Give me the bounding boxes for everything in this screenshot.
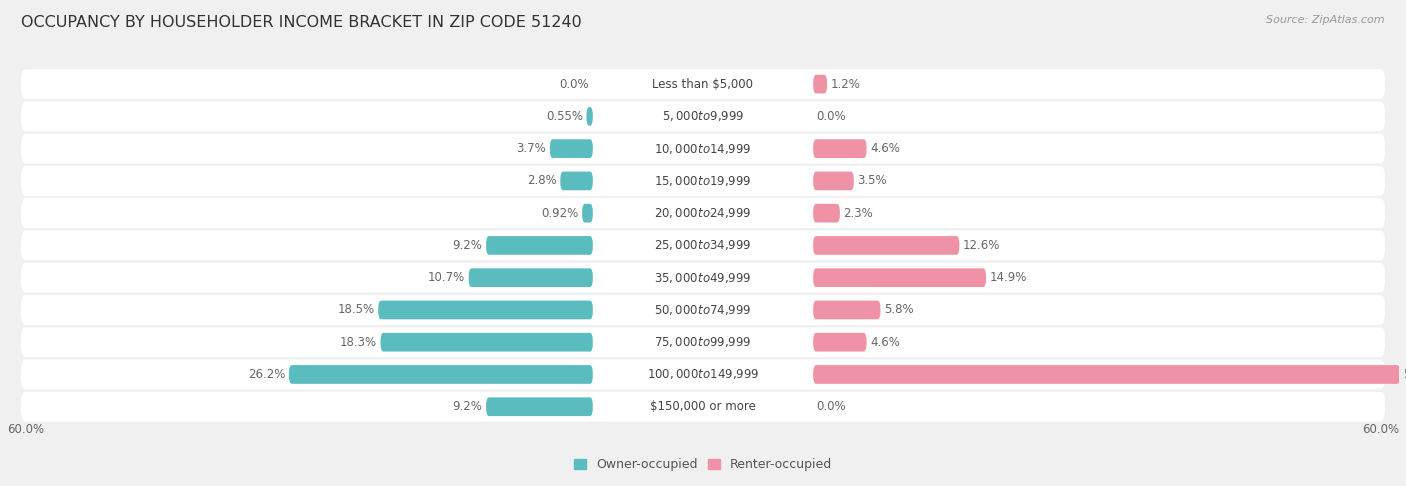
FancyBboxPatch shape [21, 198, 1385, 228]
Text: 3.7%: 3.7% [516, 142, 547, 155]
FancyBboxPatch shape [468, 268, 593, 287]
Text: Source: ZipAtlas.com: Source: ZipAtlas.com [1267, 15, 1385, 25]
Text: $75,000 to $99,999: $75,000 to $99,999 [654, 335, 752, 349]
FancyBboxPatch shape [486, 236, 593, 255]
FancyBboxPatch shape [21, 328, 1385, 357]
Text: 12.6%: 12.6% [963, 239, 1000, 252]
Text: $20,000 to $24,999: $20,000 to $24,999 [654, 206, 752, 220]
Text: OCCUPANCY BY HOUSEHOLDER INCOME BRACKET IN ZIP CODE 51240: OCCUPANCY BY HOUSEHOLDER INCOME BRACKET … [21, 15, 582, 30]
FancyBboxPatch shape [21, 392, 1385, 421]
FancyBboxPatch shape [561, 172, 593, 190]
Text: $50,000 to $74,999: $50,000 to $74,999 [654, 303, 752, 317]
FancyBboxPatch shape [21, 360, 1385, 389]
FancyBboxPatch shape [813, 365, 1400, 384]
Text: 9.2%: 9.2% [453, 239, 482, 252]
FancyBboxPatch shape [813, 75, 827, 93]
FancyBboxPatch shape [813, 301, 880, 319]
FancyBboxPatch shape [381, 333, 593, 351]
FancyBboxPatch shape [21, 230, 1385, 260]
Text: $5,000 to $9,999: $5,000 to $9,999 [662, 109, 744, 123]
FancyBboxPatch shape [599, 139, 807, 158]
Text: $15,000 to $19,999: $15,000 to $19,999 [654, 174, 752, 188]
Text: 9.2%: 9.2% [453, 400, 482, 413]
FancyBboxPatch shape [550, 139, 593, 158]
FancyBboxPatch shape [21, 102, 1385, 131]
FancyBboxPatch shape [21, 295, 1385, 325]
Text: 0.92%: 0.92% [541, 207, 579, 220]
Text: Less than $5,000: Less than $5,000 [652, 78, 754, 90]
Text: $25,000 to $34,999: $25,000 to $34,999 [654, 239, 752, 252]
FancyBboxPatch shape [599, 75, 807, 93]
FancyBboxPatch shape [599, 172, 807, 190]
Text: 0.55%: 0.55% [546, 110, 583, 123]
FancyBboxPatch shape [599, 107, 807, 126]
FancyBboxPatch shape [21, 263, 1385, 293]
Text: 3.5%: 3.5% [858, 174, 887, 188]
Legend: Owner-occupied, Renter-occupied: Owner-occupied, Renter-occupied [574, 458, 832, 471]
FancyBboxPatch shape [586, 107, 593, 126]
FancyBboxPatch shape [599, 398, 807, 416]
Text: 0.0%: 0.0% [817, 400, 846, 413]
Text: 60.0%: 60.0% [7, 423, 44, 436]
FancyBboxPatch shape [813, 236, 959, 255]
Text: 10.7%: 10.7% [427, 271, 465, 284]
Text: $150,000 or more: $150,000 or more [650, 400, 756, 413]
FancyBboxPatch shape [813, 139, 866, 158]
Text: 18.5%: 18.5% [337, 303, 375, 316]
Text: 50.6%: 50.6% [1403, 368, 1406, 381]
FancyBboxPatch shape [599, 236, 807, 255]
Text: 2.3%: 2.3% [844, 207, 873, 220]
FancyBboxPatch shape [599, 204, 807, 223]
Text: 4.6%: 4.6% [870, 336, 900, 349]
Text: 18.3%: 18.3% [340, 336, 377, 349]
Text: $100,000 to $149,999: $100,000 to $149,999 [647, 367, 759, 382]
Text: 4.6%: 4.6% [870, 142, 900, 155]
FancyBboxPatch shape [599, 301, 807, 319]
FancyBboxPatch shape [813, 204, 839, 223]
FancyBboxPatch shape [813, 333, 866, 351]
Text: 26.2%: 26.2% [247, 368, 285, 381]
FancyBboxPatch shape [582, 204, 593, 223]
Text: 60.0%: 60.0% [1362, 423, 1399, 436]
Text: $10,000 to $14,999: $10,000 to $14,999 [654, 141, 752, 156]
Text: 1.2%: 1.2% [831, 78, 860, 90]
FancyBboxPatch shape [378, 301, 593, 319]
FancyBboxPatch shape [21, 166, 1385, 196]
FancyBboxPatch shape [813, 172, 853, 190]
FancyBboxPatch shape [599, 333, 807, 351]
FancyBboxPatch shape [21, 134, 1385, 163]
Text: 2.8%: 2.8% [527, 174, 557, 188]
Text: 5.8%: 5.8% [884, 303, 914, 316]
Text: 0.0%: 0.0% [817, 110, 846, 123]
FancyBboxPatch shape [599, 365, 807, 384]
FancyBboxPatch shape [813, 268, 986, 287]
Text: 14.9%: 14.9% [990, 271, 1026, 284]
FancyBboxPatch shape [288, 365, 593, 384]
FancyBboxPatch shape [486, 398, 593, 416]
Text: $35,000 to $49,999: $35,000 to $49,999 [654, 271, 752, 285]
FancyBboxPatch shape [21, 69, 1385, 99]
FancyBboxPatch shape [599, 268, 807, 287]
Text: 0.0%: 0.0% [560, 78, 589, 90]
